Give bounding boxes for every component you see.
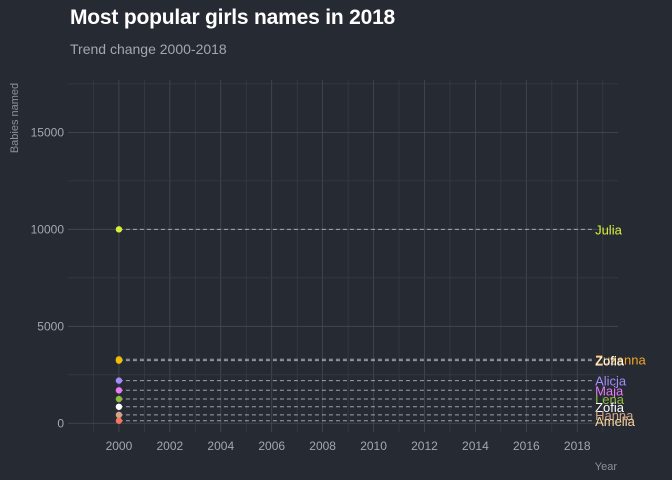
series-label-zofia: Zofia [595, 400, 625, 415]
data-point-hanna [115, 411, 123, 419]
data-point-maja [115, 387, 123, 394]
series-label-hanna: Hanna [595, 408, 634, 423]
data-point-zofia [115, 403, 123, 410]
y-axis-label: Babies named [9, 83, 21, 153]
series-label-zuzanna: Zuzanna [595, 352, 646, 367]
series-label-julia: Julia [595, 222, 623, 237]
x-tick-label: 2002 [157, 439, 184, 453]
x-tick-label: 2018 [564, 439, 591, 453]
series-label-zofia: Zofia [595, 354, 625, 369]
data-point-alicja [115, 377, 123, 384]
series-label-lena: Lena [595, 392, 625, 407]
data-point-lena [115, 395, 123, 403]
y-tick-label: 10000 [31, 222, 65, 236]
y-tick-label: 0 [57, 416, 64, 430]
y-tick-label: 15000 [31, 125, 65, 139]
x-axis-label: Year [595, 461, 618, 473]
data-points [115, 226, 123, 424]
tick-labels: 2000 2002 2004 2006 2008 2010 2012 2014 2016 2018… [31, 125, 591, 453]
series-labels: JuliaZuzannaZofiaAlicjaMajaLenaZofiaHann… [595, 222, 646, 428]
chart-title: Most popular girls names in 2018 [70, 6, 396, 29]
series-label-amelia: Amelia [595, 414, 636, 429]
x-tick-label: 2012 [411, 439, 438, 453]
series-label-maja: Maja [595, 383, 624, 398]
x-tick-label: 2000 [106, 439, 133, 453]
x-tick-label: 2010 [360, 439, 387, 453]
grid-lines [68, 80, 618, 432]
y-tick-label: 5000 [37, 319, 64, 333]
x-tick-label: 2016 [513, 439, 540, 453]
x-tick-label: 2004 [207, 439, 234, 453]
data-point-amelia [115, 417, 123, 424]
x-tick-label: 2006 [258, 439, 285, 453]
x-tick-label: 2008 [309, 439, 336, 453]
series-label-alicja: Alicja [595, 374, 627, 389]
data-point-julia [115, 226, 123, 233]
x-tick-label: 2014 [462, 439, 489, 453]
guide-lines [118, 228, 596, 422]
chart-subtitle: Trend change 2000-2018 [70, 41, 227, 57]
data-point-zofia [115, 357, 123, 364]
